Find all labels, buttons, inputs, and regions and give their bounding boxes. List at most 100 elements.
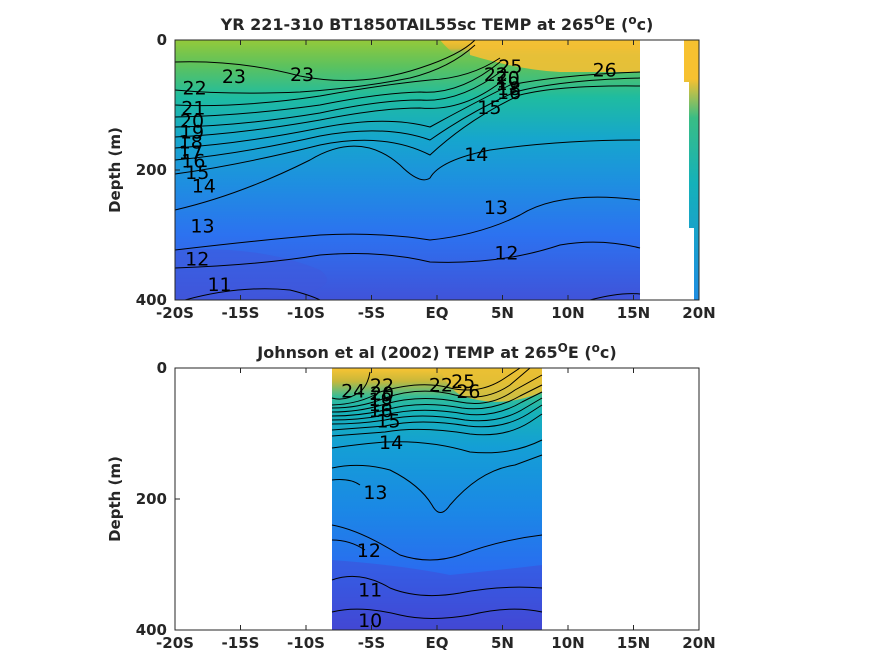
bottom-contour-21 (331, 367, 531, 409)
top-x-tick-label: -5S (358, 304, 385, 322)
top-contour-label: 17 (179, 142, 203, 164)
top-contour-label: 21 (181, 98, 205, 120)
top-contour-label: 13 (484, 197, 508, 219)
top-contour-label: 14 (192, 176, 216, 198)
top-contour-label: 16 (497, 82, 521, 104)
top-contour-label: 16 (181, 150, 205, 172)
bottom-heatmap (332, 368, 542, 630)
top-contour-21 (174, 57, 501, 107)
top-heatmap-surface-warm (470, 40, 640, 72)
top-y-ticks: 0 200 400 (136, 31, 180, 309)
bottom-x-ticks: -20S -15S -10S -5S EQ 5N 10N 15N 20N (156, 368, 716, 652)
top-heatmap-strip-gap2 (684, 228, 694, 300)
bottom-contour-label: 18 (369, 394, 393, 416)
top-x-tick-label: -20S (156, 304, 194, 322)
top-x-ticks: -20S -15S -10S -5S EQ 5N 10N 15N 20N (156, 40, 716, 322)
top-contour-14 (174, 139, 641, 211)
top-contour-label: 13 (190, 215, 214, 237)
top-contour-label: 19 (180, 122, 204, 144)
bottom-contour-12b (331, 539, 366, 551)
bottom-x-tick-label: -5S (358, 634, 385, 652)
bottom-x-tick-label: -20S (156, 634, 194, 652)
top-contour-label: 18 (497, 78, 521, 100)
top-contour-label: 12 (185, 248, 209, 270)
bottom-contour-label: 26 (456, 381, 480, 403)
top-contour-12 (174, 241, 641, 269)
bottom-x-tick-label: EQ (426, 634, 449, 652)
top-x-tick-label: 15N (617, 304, 650, 322)
top-contour-16 (174, 77, 641, 161)
bottom-contour-label: 12 (357, 540, 381, 562)
top-contour-label: 25 (498, 56, 522, 78)
top-title: YR 221-310 BT1850TAIL55sc TEMP at 265OE … (220, 13, 654, 34)
bottom-contour-label: 24 (341, 380, 365, 402)
top-x-tick-label: -10S (287, 304, 325, 322)
bottom-contour-label: 22 (370, 375, 394, 397)
bottom-contour-label: 22 (429, 374, 453, 396)
top-contour-label: 15 (477, 97, 501, 119)
top-heatmap-deep-west (175, 249, 328, 300)
top-contour-label: 26 (593, 59, 617, 81)
bottom-contour-label: 25 (451, 371, 475, 393)
bottom-x-tick-label: -10S (287, 634, 325, 652)
top-contour-17 (174, 71, 641, 149)
bottom-contour-13b (331, 479, 361, 486)
bottom-contour-10 (331, 608, 543, 619)
top-y-tick-label: 200 (136, 161, 167, 179)
top-contour-label: 22 (183, 77, 207, 99)
bottom-contour-label: 16 (369, 400, 393, 422)
bottom-y-tick-label: 200 (136, 490, 167, 508)
bottom-x-tick-label: 20N (682, 634, 715, 652)
top-contour-18 (174, 77, 507, 138)
bottom-y-tick-label: 400 (136, 621, 167, 639)
bottom-contour-18 (331, 391, 543, 421)
top-contour-label: 18 (179, 131, 203, 153)
top-contour-label: 14 (464, 144, 488, 166)
bottom-contour-16 (331, 404, 543, 431)
top-contour-20 (174, 61, 501, 118)
top-contour-11b (589, 293, 641, 301)
top-x-tick-label: 20N (682, 304, 715, 322)
top-x-tick-label: -15S (222, 304, 260, 322)
bottom-x-tick-label: 15N (617, 634, 650, 652)
top-contour-19 (174, 69, 504, 128)
bottom-contour-label: 13 (363, 482, 387, 504)
top-contour-label: 23 (222, 66, 246, 88)
bottom-y-tick-label: 0 (157, 359, 167, 377)
bottom-x-tick-label: 5N (491, 634, 514, 652)
top-x-tick-label: 5N (491, 304, 514, 322)
top-contour-22 (174, 44, 476, 94)
bottom-contour-17 (331, 397, 543, 425)
bottom-x-tick-label: 10N (551, 634, 584, 652)
top-contour-label: 19 (496, 73, 520, 95)
bottom-contour-13a (331, 454, 543, 513)
bottom-contour-19 (331, 384, 543, 417)
bottom-contour-label: 11 (358, 579, 382, 601)
top-contour-15 (174, 85, 641, 175)
top-contour-label: 20 (496, 68, 520, 90)
bottom-contour-label: 10 (358, 610, 382, 632)
top-contours (174, 39, 641, 301)
bottom-contour-14 (331, 439, 543, 454)
top-contour-label: 11 (207, 274, 231, 296)
top-heatmap-strip-gap (684, 82, 689, 300)
bottom-contour-15 (331, 413, 543, 437)
top-y-tick-label: 400 (136, 291, 167, 309)
bottom-title: Johnson et al (2002) TEMP at 265OE (oc) (256, 341, 616, 362)
bottom-heatmap-base (332, 368, 542, 630)
bottom-x-tick-label: -15S (222, 634, 260, 652)
bottom-contour-22 (331, 367, 521, 406)
bottom-contour-12 (331, 524, 543, 561)
bottom-heatmap-warm-east (440, 368, 542, 402)
bottom-contour-label: 15 (376, 410, 400, 432)
bottom-contour-label: 19 (369, 389, 393, 411)
bottom-contour-24 (331, 371, 371, 400)
top-x-tick-label: EQ (426, 304, 449, 322)
bottom-contour-label: 20 (370, 383, 394, 405)
top-contour-label: 15 (185, 162, 209, 184)
top-contour-label: 20 (180, 111, 204, 133)
top-x-tick-label: 10N (551, 304, 584, 322)
